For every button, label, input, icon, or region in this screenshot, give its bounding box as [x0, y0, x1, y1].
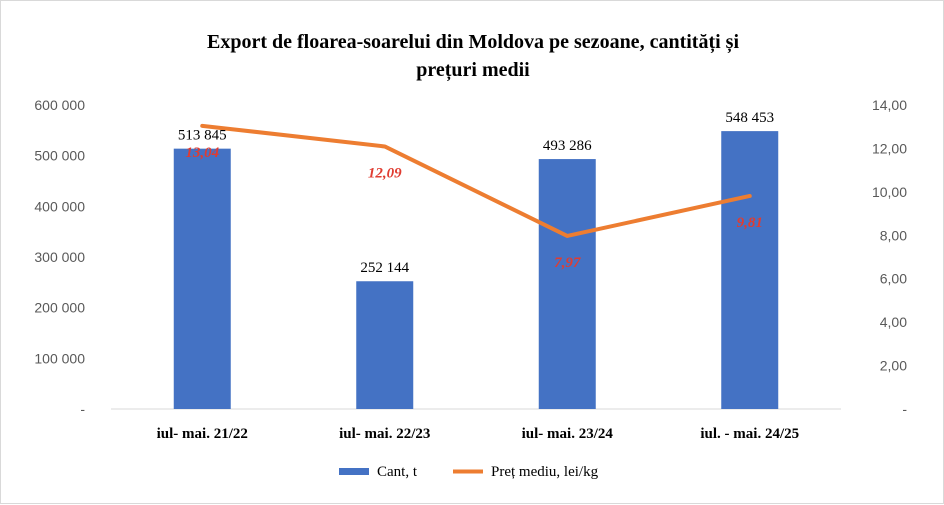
line-point — [566, 235, 568, 237]
bar — [721, 131, 779, 410]
left-axis-tick-label: 600 000 — [34, 97, 85, 113]
legend-label-line: Preț mediu, lei/kg — [491, 464, 599, 480]
line-data-label: 13,04 — [185, 145, 219, 161]
price-line — [200, 123, 752, 238]
right-axis-tick-label: - — [902, 401, 907, 417]
legend-label-bar: Cant, t — [377, 464, 418, 480]
right-axis-tick-label: 4,00 — [880, 314, 907, 330]
line-point — [201, 125, 203, 127]
category-label: iul- mai. 22/23 — [339, 426, 430, 442]
chart-title-line-2: prețuri medii — [416, 59, 530, 82]
line-point — [749, 195, 751, 197]
line-data-labels: 13,04 12,09 7,97 9,81 — [185, 145, 763, 271]
line-series — [200, 123, 752, 238]
category-label: iul- mai. 21/22 — [157, 426, 248, 442]
left-axis-tick-label: 500 000 — [34, 148, 85, 164]
bar-data-label: 513 845 — [178, 128, 227, 144]
category-label: iul. - mai. 24/25 — [700, 426, 799, 442]
bar-series — [173, 131, 779, 410]
chart-title-line-1: Export de floarea-soarelui din Moldova p… — [207, 31, 739, 54]
bar — [356, 281, 414, 409]
right-axis-tick-label: 12,00 — [872, 140, 907, 156]
left-axis-tick-label: 200 000 — [34, 300, 85, 316]
line-data-label: 12,09 — [368, 165, 402, 181]
bar-data-labels: 513 845 252 144 493 286 548 453 — [178, 110, 774, 276]
bar — [538, 159, 596, 409]
left-axis-tick-label: 400 000 — [34, 198, 85, 214]
left-axis-tick-label: 100 000 — [34, 350, 85, 366]
right-axis-tick-label: 6,00 — [880, 271, 907, 287]
right-axis-tick-label: 8,00 — [880, 227, 907, 243]
line-data-label: 9,81 — [737, 215, 763, 231]
left-axis-tick-label: - — [80, 401, 85, 417]
right-axis-tick-label: 10,00 — [872, 184, 907, 200]
right-axis-tick-label: 14,00 — [872, 97, 907, 113]
bar-data-label: 493 286 — [543, 138, 592, 154]
legend-swatch-bar — [339, 468, 369, 475]
left-axis-ticks: - 100 000 200 000 300 000 400 000 500 000 600 … — [34, 97, 85, 417]
right-axis-tick-label: 2,00 — [880, 358, 907, 374]
category-labels: iul- mai. 21/22 iul- mai. 22/23 iul- mai. … — [157, 426, 800, 442]
line-data-label: 7,97 — [554, 255, 581, 271]
category-label: iul- mai. 23/24 — [522, 426, 614, 442]
line-point — [384, 145, 386, 147]
bar-data-label: 548 453 — [725, 110, 774, 126]
legend: Cant, t Preț mediu, lei/kg — [339, 464, 599, 480]
left-axis-tick-label: 300 000 — [34, 249, 85, 265]
right-axis-ticks: - 2,00 4,00 6,00 8,00 10,00 12,00 14,00 — [872, 97, 907, 417]
bar-data-label: 252 144 — [360, 260, 409, 276]
bar — [173, 148, 231, 410]
